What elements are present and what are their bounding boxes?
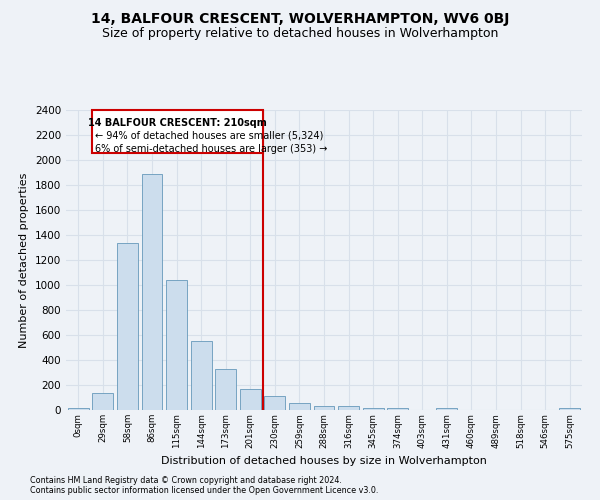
Text: 14 BALFOUR CRESCENT: 210sqm: 14 BALFOUR CRESCENT: 210sqm [88, 118, 266, 128]
Text: 14, BALFOUR CRESCENT, WOLVERHAMPTON, WV6 0BJ: 14, BALFOUR CRESCENT, WOLVERHAMPTON, WV6… [91, 12, 509, 26]
Bar [314, 406, 334, 410]
Bar [387, 408, 408, 410]
FancyBboxPatch shape [92, 110, 263, 152]
Text: Contains public sector information licensed under the Open Government Licence v3: Contains public sector information licen… [30, 486, 379, 495]
Bar [191, 341, 212, 410]
Bar [289, 402, 310, 410]
Text: Size of property relative to detached houses in Wolverhampton: Size of property relative to detached ho… [102, 28, 498, 40]
Bar [68, 408, 89, 410]
Bar [559, 408, 580, 410]
Text: 6% of semi-detached houses are larger (353) →: 6% of semi-detached houses are larger (3… [95, 144, 328, 154]
Bar [117, 242, 138, 410]
Text: ← 94% of detached houses are smaller (5,324): ← 94% of detached houses are smaller (5,… [95, 130, 324, 140]
Bar [436, 408, 457, 410]
Bar [265, 396, 286, 410]
Bar [166, 280, 187, 410]
Bar [142, 174, 163, 410]
Text: Contains HM Land Registry data © Crown copyright and database right 2024.: Contains HM Land Registry data © Crown c… [30, 476, 342, 485]
X-axis label: Distribution of detached houses by size in Wolverhampton: Distribution of detached houses by size … [161, 456, 487, 466]
Bar [362, 408, 383, 410]
Bar [240, 390, 261, 410]
Bar [215, 369, 236, 410]
Y-axis label: Number of detached properties: Number of detached properties [19, 172, 29, 348]
Bar [338, 406, 359, 410]
Bar [92, 392, 113, 410]
